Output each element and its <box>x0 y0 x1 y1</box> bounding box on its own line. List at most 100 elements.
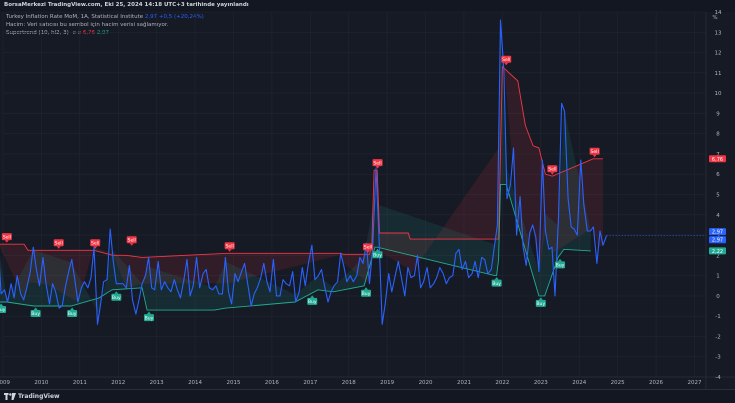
signal-pointer <box>56 246 61 249</box>
x-tick-label: 2017 <box>303 380 317 386</box>
signal-badge <box>53 239 64 247</box>
sell-signal: Sell <box>224 242 235 252</box>
x-tick-label: 2013 <box>150 380 164 386</box>
x-tick-label: 2020 <box>419 380 433 386</box>
signal-label: Buy <box>112 295 121 301</box>
buy-signal: Buy <box>372 248 383 258</box>
signal-pointer <box>146 311 151 315</box>
y-tick-label: 2 <box>716 253 720 259</box>
signal-pointer <box>33 307 38 311</box>
x-axis: 2009 2010 2011 2012 2013 2014 2015 2016 2017 2018… <box>0 380 702 386</box>
signal-label: Sell <box>55 240 63 246</box>
legend-supertrend-buy-value: 2,97 <box>96 30 110 36</box>
visibility-eye-icon[interactable]: ø ø <box>72 30 82 36</box>
signal-label: Buy <box>0 307 6 313</box>
signal-pointer <box>375 166 380 169</box>
published-text: BorsaMerkezi TradingView.com, Eki 25, 20… <box>4 2 249 8</box>
legend-volume-note: Hacim: Veri satıcısı bu sembol için haci… <box>6 22 169 28</box>
signal-label: Buy <box>145 315 154 321</box>
sell-signal: Sell <box>372 159 383 169</box>
legend-supertrend-sell-value: 6,76 <box>82 30 96 36</box>
y-tick-label: -3 <box>715 355 721 361</box>
signal-badge <box>501 55 512 63</box>
x-tick-label: 2014 <box>188 380 202 386</box>
signal-badge <box>90 239 101 247</box>
y-tick-label: 3 <box>716 233 720 239</box>
price-axis-label: 2,97 <box>709 228 726 236</box>
published-bar: BorsaMerkezi TradingView.com, Eki 25, 20… <box>0 0 735 12</box>
chart-legend: Turkey Inflation Rate MoM, 1A, Statistic… <box>6 13 204 37</box>
inflation-series-line <box>0 19 608 325</box>
sell-signal: Sell <box>53 239 64 249</box>
x-tick-label: 2012 <box>111 380 125 386</box>
tradingview-logo-icon <box>4 393 16 400</box>
scale-mode-button[interactable]: % <box>712 15 718 21</box>
x-tick-label: 2018 <box>342 380 356 386</box>
y-tick-label: -2 <box>715 334 720 340</box>
signal-pointer <box>364 287 369 290</box>
legend-supertrend-row[interactable]: Supertrend (10, hl2, 3) ø ø 6,76 2,97 <box>6 29 204 37</box>
chart-grid <box>0 11 735 389</box>
signal-label: Sell <box>548 166 556 172</box>
signal-label: Buy <box>308 299 317 305</box>
signal-label: Buy <box>362 291 371 297</box>
sell-signal: Sell <box>589 147 600 158</box>
signal-badge <box>372 159 383 167</box>
y-tick-label: 4 <box>716 213 720 219</box>
y-tick-label: 13 <box>715 30 722 36</box>
signal-label: Buy <box>68 311 77 317</box>
signal-pointer <box>0 303 4 306</box>
signal-pointer <box>310 295 315 298</box>
y-tick-label: 12 <box>715 51 722 57</box>
signal-pointer <box>114 291 119 294</box>
signal-badge <box>1 233 12 241</box>
x-tick-label: 2025 <box>611 380 625 386</box>
x-tick-label: 2023 <box>534 380 548 386</box>
inflation-chart[interactable]: Sell Sell Sell Sell Sell Sell Sell Sell Sell Sell… <box>0 0 735 389</box>
x-tick-label: 2009 <box>0 380 10 386</box>
signal-pointer <box>4 240 9 243</box>
x-tick-label: 2026 <box>649 380 663 386</box>
signal-badge <box>67 310 78 318</box>
y-tick-label: 0 <box>716 294 720 300</box>
signal-label: Buy <box>31 311 40 317</box>
signal-badge <box>30 310 41 318</box>
buy-signal: Buy <box>30 307 41 318</box>
y-tick-label: -1 <box>715 314 720 320</box>
y-tick-label: 1 <box>716 274 720 280</box>
sell-signal: Sell <box>362 243 373 253</box>
buy-signal: Buy <box>491 277 502 287</box>
signal-label: Sell <box>590 149 598 155</box>
x-tick-label: 2019 <box>380 380 394 386</box>
signal-badge <box>535 299 546 307</box>
signal-pointer <box>93 246 98 249</box>
buy-signal: Buy <box>0 303 7 313</box>
signal-badge <box>547 165 558 173</box>
footer-bar: TradingView <box>0 389 735 403</box>
y-tick-label: 14 <box>715 10 722 16</box>
signal-pointer <box>504 62 509 66</box>
signal-label: Sell <box>128 237 136 243</box>
signal-pointer <box>129 243 134 246</box>
legend-series-row[interactable]: Turkey Inflation Rate MoM, 1A, Statistic… <box>6 13 204 21</box>
signal-pointer <box>592 154 597 158</box>
signal-badge <box>143 314 154 322</box>
price-label-bg <box>709 247 726 255</box>
x-tick-label: 2011 <box>73 380 87 386</box>
signal-badge <box>361 289 372 297</box>
y-tick-label: 5 <box>716 193 720 199</box>
x-tick-label: 2010 <box>34 380 48 386</box>
signal-pointer <box>494 277 499 280</box>
signal-label: Buy <box>373 252 382 258</box>
x-tick-label: 2016 <box>265 380 279 386</box>
price-label-text: 6,76 <box>712 157 723 163</box>
legend-volume-row: Hacim: Veri satıcısı bu sembol için haci… <box>6 21 204 29</box>
signal-label: Buy <box>492 281 501 287</box>
price-label-bg <box>709 236 726 244</box>
footer-brand: TradingView <box>18 393 60 400</box>
supertrend-fill <box>0 20 591 315</box>
x-tick-label: 2022 <box>495 380 509 386</box>
signal-pointer <box>558 258 563 262</box>
signal-markers: Sell Sell Sell Sell Sell Sell Sell Sell Sell Sell… <box>0 55 600 322</box>
price-label-bg <box>709 228 726 236</box>
